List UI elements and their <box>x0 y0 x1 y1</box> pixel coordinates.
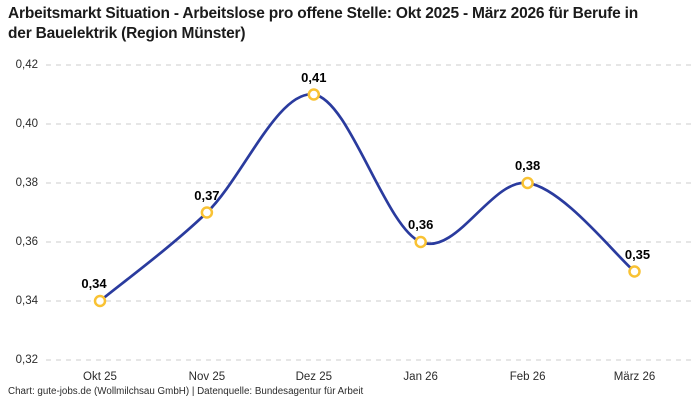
data-point-marker <box>628 265 641 278</box>
chart-attribution: Chart: gute-jobs.de (Wollmilchsau GmbH) … <box>8 386 364 397</box>
y-axis-tick-label: 0,34 <box>15 295 38 307</box>
y-axis-tick-label: 0,40 <box>15 118 38 130</box>
data-point-marker <box>521 176 534 190</box>
data-point-label: 0,37 <box>194 187 220 203</box>
x-axis-tick-label: März 26 <box>613 371 656 383</box>
x-axis-tick-label: Dez 25 <box>295 371 333 383</box>
data-point-marker <box>414 235 427 249</box>
data-point-marker <box>307 88 321 101</box>
data-point-marker <box>93 294 107 308</box>
chart-title: Arbeitsmarkt Situation - Arbeitslose pro… <box>8 5 639 42</box>
data-point-label: 0,41 <box>301 69 327 85</box>
y-axis-tick-label: 0,36 <box>15 236 38 248</box>
y-axis-tick-label: 0,32 <box>15 354 38 366</box>
x-axis-tick-label: Feb 26 <box>509 371 546 383</box>
data-point-label: 0,35 <box>624 246 651 262</box>
x-axis-tick-label: Okt 25 <box>83 371 117 383</box>
data-point-label: 0,38 <box>514 158 541 173</box>
x-axis-tick-label: Jan 26 <box>403 371 438 383</box>
y-axis-tick-label: 0,38 <box>15 177 38 189</box>
data-point-marker <box>200 206 214 219</box>
y-axis-tick-label: 0,42 <box>15 59 38 71</box>
data-point-label: 0,34 <box>81 276 107 291</box>
data-point-label: 0,36 <box>408 217 434 232</box>
x-axis-tick-label: Nov 25 <box>188 371 226 383</box>
